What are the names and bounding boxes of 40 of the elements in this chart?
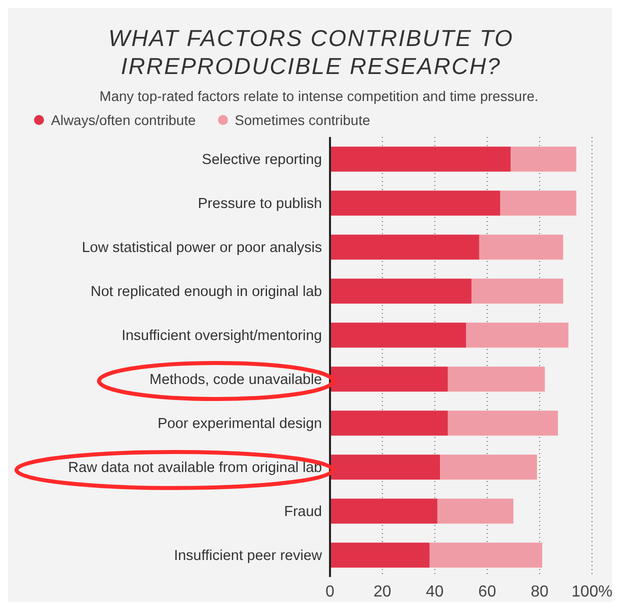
bar (330, 234, 480, 260)
y-tick-label: Not replicated enough in original lab (90, 284, 322, 300)
bar (330, 454, 440, 480)
y-tick-label: Pressure to publish (198, 196, 322, 212)
x-tick-label: 60 (478, 583, 496, 600)
bar (448, 410, 558, 436)
bar (330, 366, 448, 392)
legend-label: Sometimes contribute (234, 112, 370, 128)
bar (330, 278, 472, 304)
legend-label: Always/often contribute (50, 112, 196, 128)
bar (471, 278, 564, 304)
bar (500, 190, 576, 216)
bar (510, 146, 576, 172)
y-tick-label: Insufficient oversight/mentoring (122, 328, 322, 344)
y-tick-label: Fraud (284, 504, 322, 520)
bar (448, 366, 545, 392)
bar (330, 190, 500, 216)
bar (330, 542, 430, 568)
x-tick-label: 40 (426, 583, 444, 600)
bar (430, 542, 542, 568)
bar (330, 322, 466, 348)
x-tick-label: 0 (326, 583, 335, 600)
x-tick-label: 20 (374, 583, 392, 600)
chart-title: WHAT FACTORS CONTRIBUTE TO IRREPRODUCIBLE RESEARCH? (107, 24, 515, 80)
bar (330, 498, 438, 524)
x-tick-label: 80 (530, 583, 549, 600)
bar (330, 410, 448, 436)
y-tick-label: Methods, code unavailable (149, 372, 322, 388)
bar (479, 234, 564, 260)
y-tick-label: Selective reporting (202, 152, 322, 168)
bar (330, 146, 511, 172)
y-tick-label: Insufficient peer review (174, 548, 323, 564)
y-tick-label: Poor experimental design (158, 416, 322, 432)
bar (466, 322, 568, 348)
bar (440, 454, 537, 480)
chart-subtitle: Many top-rated factors relate to intense competition and time pressure. (98, 88, 540, 104)
bar (437, 498, 514, 524)
y-tick-label: Raw data not available from original lab (68, 460, 322, 476)
x-tick-label: 100% (572, 583, 612, 600)
y-tick-label: Low statistical power or poor analysis (82, 240, 322, 256)
